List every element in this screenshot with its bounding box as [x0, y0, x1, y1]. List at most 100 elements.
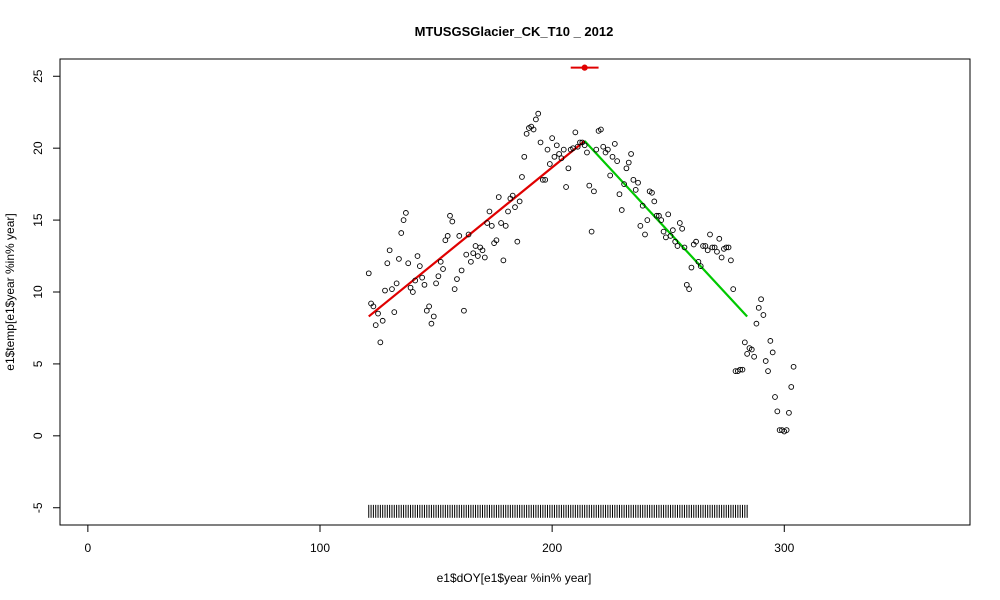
data-point — [456, 233, 463, 239]
data-point — [421, 281, 428, 288]
data-point — [709, 244, 716, 251]
data-point — [549, 135, 555, 141]
x-tick-label: 300 — [774, 541, 794, 555]
data-point — [512, 204, 518, 210]
data-point — [537, 139, 544, 146]
data-point — [416, 263, 423, 269]
data-point — [556, 151, 562, 157]
data-point — [704, 247, 711, 254]
data-point — [725, 244, 732, 251]
data-point — [384, 260, 391, 267]
data-point — [614, 158, 620, 164]
data-point — [623, 165, 630, 172]
data-point — [375, 310, 381, 317]
data-point — [505, 208, 511, 215]
data-point — [484, 220, 490, 226]
data-point — [475, 253, 481, 259]
data-point — [382, 287, 388, 294]
data-point — [649, 189, 655, 196]
data-point — [693, 238, 699, 245]
data-point — [790, 363, 797, 370]
data-point — [449, 218, 456, 225]
data-point — [479, 247, 486, 254]
data-point — [656, 212, 662, 219]
data-point — [553, 142, 560, 149]
data-point — [447, 212, 453, 219]
peak-marker-group — [570, 64, 599, 71]
data-point — [426, 303, 432, 310]
data-point — [386, 247, 393, 254]
data-point — [632, 187, 639, 193]
data-point — [676, 220, 683, 226]
data-point — [423, 307, 430, 314]
data-point — [461, 307, 467, 314]
data-point — [486, 208, 493, 215]
data-point — [451, 286, 458, 292]
data-point — [788, 384, 795, 390]
y-tick-label: -5 — [31, 502, 45, 513]
data-point — [442, 237, 449, 244]
data-point — [391, 309, 398, 315]
data-point — [628, 151, 634, 157]
data-point — [672, 238, 679, 245]
y-tick-label: 15 — [31, 213, 45, 227]
rug — [368, 504, 748, 518]
data-point — [667, 233, 674, 239]
data-point — [500, 257, 507, 264]
data-point — [493, 237, 500, 244]
data-point — [718, 254, 725, 261]
data-point — [730, 286, 737, 292]
data-point — [658, 217, 665, 223]
x-tick-label: 100 — [310, 541, 330, 555]
data-point — [488, 222, 495, 229]
data-point — [605, 146, 611, 153]
data-point — [751, 353, 757, 360]
data-point — [502, 222, 509, 229]
peak-marker — [581, 64, 588, 71]
data-point — [565, 165, 572, 172]
data-point — [519, 174, 525, 180]
data-point — [428, 320, 435, 327]
data-point — [783, 427, 790, 433]
data-point — [574, 143, 581, 150]
data-point — [581, 142, 588, 149]
chart-title: MTUSGSGlacier_CK_T10 _ 2012 — [415, 24, 614, 39]
data-point — [748, 346, 755, 353]
data-point — [551, 153, 558, 160]
data-point — [396, 256, 402, 262]
data-point — [372, 322, 379, 328]
data-point — [765, 368, 771, 374]
data-point — [609, 153, 616, 160]
data-point — [616, 191, 623, 198]
data-points — [365, 110, 797, 435]
data-point — [697, 263, 704, 269]
data-point — [618, 207, 625, 213]
data-point — [470, 250, 477, 257]
data-point — [639, 202, 646, 209]
data-point — [653, 212, 660, 219]
data-point — [741, 339, 748, 346]
data-point — [591, 188, 597, 195]
data-point — [642, 231, 648, 238]
x-axis-label: e1$dOY[e1$year %in% year] — [437, 571, 592, 585]
data-point — [681, 244, 688, 251]
data-point — [630, 176, 637, 183]
data-point — [607, 172, 614, 179]
data-point — [481, 254, 488, 261]
data-point — [414, 253, 421, 259]
data-point — [433, 280, 439, 287]
data-point — [760, 312, 767, 318]
data-point — [572, 129, 579, 136]
data-point — [542, 176, 549, 183]
data-point — [468, 258, 474, 265]
y-tick-label: 0 — [31, 432, 45, 439]
data-point — [737, 366, 744, 373]
plot-frame — [59, 58, 971, 526]
data-point — [767, 338, 774, 344]
data-point — [688, 264, 695, 271]
x-tick-label: 0 — [85, 541, 92, 555]
data-point — [621, 181, 627, 187]
data-point — [700, 243, 706, 249]
data-point — [410, 289, 416, 295]
